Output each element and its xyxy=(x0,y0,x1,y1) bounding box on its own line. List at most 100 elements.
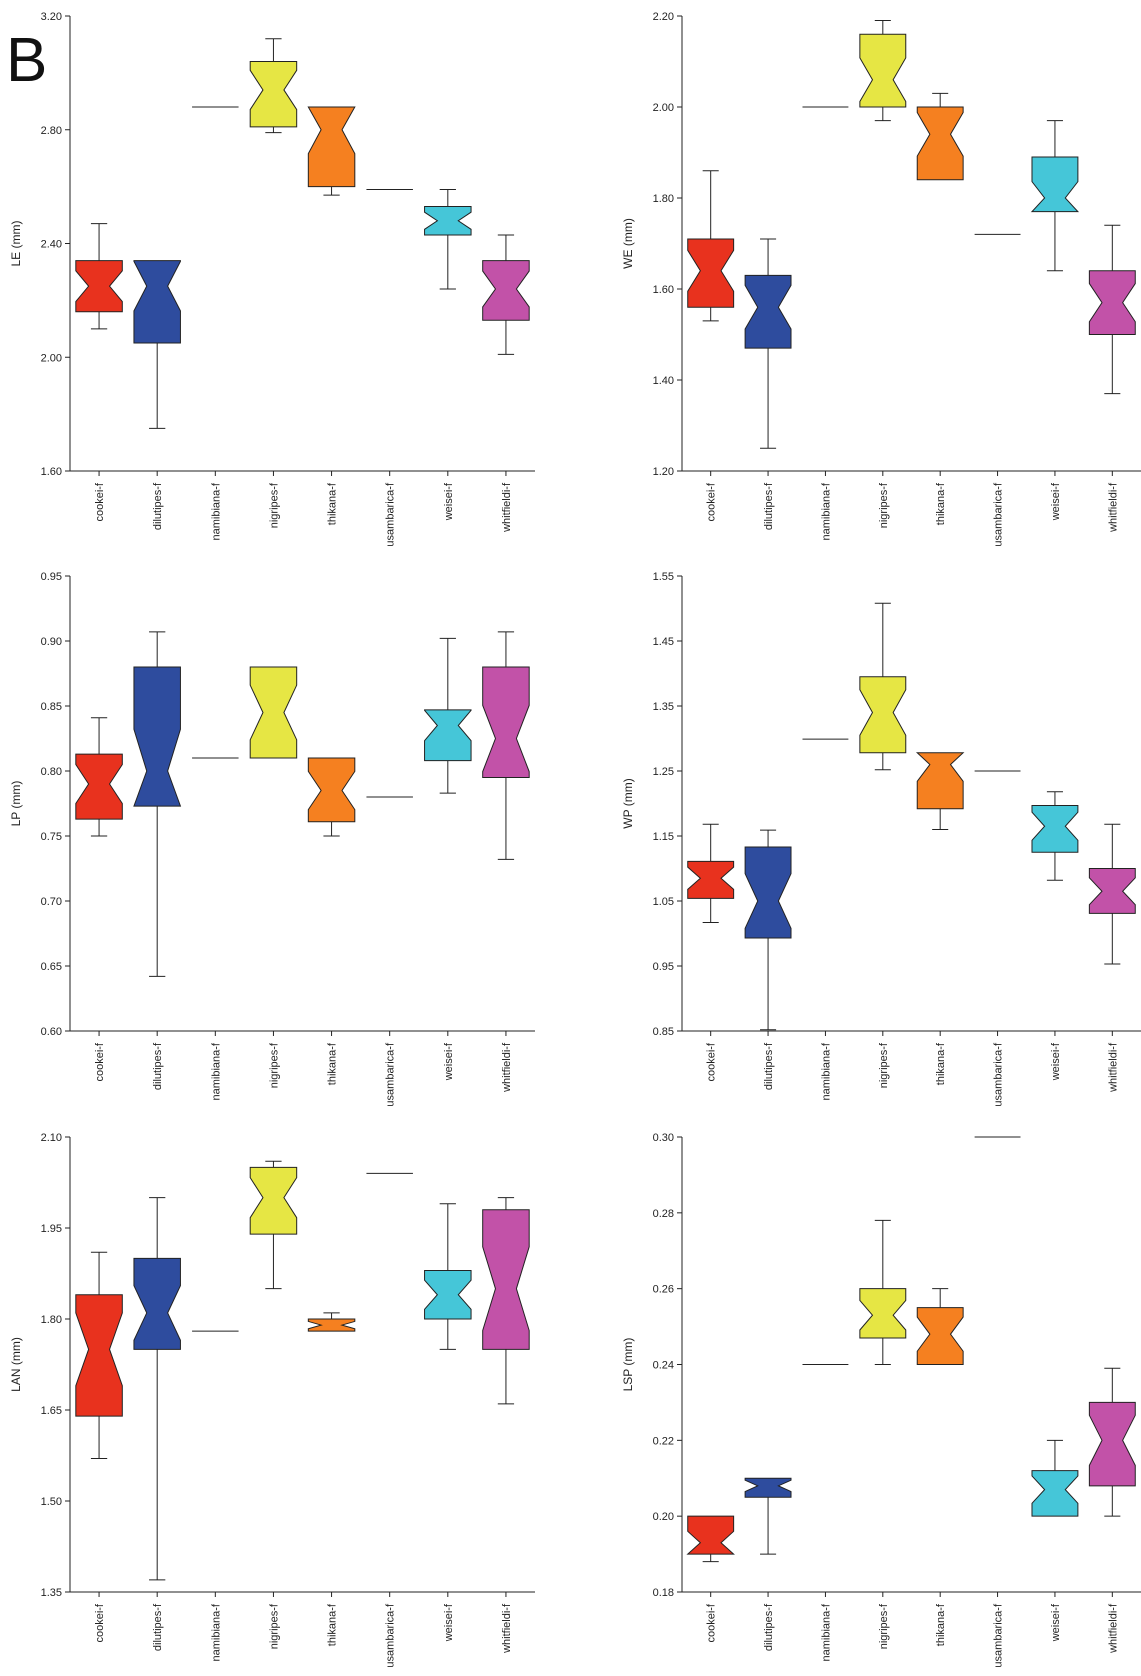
wp-x-tick-label: usambarica-f xyxy=(993,1042,1005,1107)
wp-x-tick-label: thikana-f xyxy=(935,1042,947,1085)
lp-x-tick-label: thikana-f xyxy=(327,1042,339,1085)
lp-box-cookei-f xyxy=(75,717,123,837)
lp-box-dilutipes-f xyxy=(133,631,182,977)
lan-x-tick-label: namibiana-f xyxy=(210,1603,222,1661)
wp-y-tick-label: 1.25 xyxy=(653,766,674,778)
le-x-tick-label: weisei-f xyxy=(443,482,455,521)
wp-x-tick-label: dilutipes-f xyxy=(763,1042,775,1090)
notched-box xyxy=(916,106,964,181)
we-y-tick-label: 1.20 xyxy=(653,466,674,478)
lan-box-thikana-f xyxy=(307,1312,356,1332)
lp-y-tick-label: 0.90 xyxy=(41,636,62,648)
we-box-nigripes-f xyxy=(859,20,907,122)
lp-x-tick-label: dilutipes-f xyxy=(152,1042,164,1090)
lp-x-tick-label: usambarica-f xyxy=(385,1042,397,1107)
le-box-thikana-f xyxy=(307,106,356,196)
wp-box-dilutipes-f xyxy=(744,829,792,1031)
le-x-tick-label: usambarica-f xyxy=(385,482,397,547)
lsp-x-tick-label: nigripes-f xyxy=(878,1603,890,1649)
lan-x-tick-label: thikana-f xyxy=(327,1603,339,1646)
notched-box xyxy=(482,666,530,778)
notched-box xyxy=(133,260,181,344)
notched-box xyxy=(424,206,472,236)
we-box-cookei-f xyxy=(687,170,735,322)
lan-y-tick-label: 2.10 xyxy=(41,1132,62,1144)
lan-x-tick-label: nigripes-f xyxy=(268,1603,280,1649)
lp-y-tick-label: 0.60 xyxy=(41,1026,62,1038)
lan-box-whitfieldi-f xyxy=(482,1197,530,1405)
wp-x-tick-label: weisei-f xyxy=(1050,1042,1062,1081)
lan-x-tick-label: weisei-f xyxy=(443,1603,455,1642)
lsp-y-tick-label: 0.28 xyxy=(653,1208,674,1220)
notched-box xyxy=(859,676,907,754)
wp-box-weisei-f xyxy=(1031,791,1079,881)
we-x-tick-label: dilutipes-f xyxy=(763,482,775,530)
lan-y-tick-label: 1.50 xyxy=(41,1496,62,1508)
notched-box xyxy=(1088,868,1136,914)
notched-box xyxy=(744,274,792,349)
wp-x-tick-label: nigripes-f xyxy=(878,1042,890,1088)
notched-box xyxy=(75,1294,123,1417)
le-box-dilutipes-f xyxy=(133,260,181,429)
notched-box xyxy=(249,1166,298,1235)
lp-box-weisei-f xyxy=(424,637,472,794)
le-x-tick-label: whitfieldi-f xyxy=(501,482,513,533)
we-y-tick-label: 1.80 xyxy=(653,193,674,205)
we-box-whitfieldi-f xyxy=(1088,224,1136,395)
lan-box-nigripes-f xyxy=(249,1160,298,1290)
lan-x-tick-label: usambarica-f xyxy=(385,1603,397,1668)
wp-box-thikana-f xyxy=(915,752,965,830)
lp-box-thikana-f xyxy=(307,757,356,837)
notched-box xyxy=(859,1288,907,1339)
lan-y-tick-label: 1.95 xyxy=(41,1223,62,1235)
lan-y-tick-label: 1.65 xyxy=(41,1405,62,1417)
lsp-y-tick-label: 0.18 xyxy=(653,1587,674,1599)
lsp-x-tick-label: namibiana-f xyxy=(820,1603,832,1661)
notched-box xyxy=(482,260,530,321)
le-y-axis-title: LE (mm) xyxy=(9,221,23,267)
lsp-x-tick-label: cookei-f xyxy=(706,1603,718,1642)
notched-box xyxy=(133,666,182,807)
le-box-nigripes-f xyxy=(249,38,298,134)
lsp-box-nigripes-f xyxy=(859,1219,907,1365)
notched-box xyxy=(133,1257,181,1350)
lan-x-tick-label: dilutipes-f xyxy=(152,1603,164,1651)
lsp-box-weisei-f xyxy=(1031,1439,1079,1517)
le-y-tick-label: 2.00 xyxy=(41,352,62,364)
lsp-x-tick-label: usambarica-f xyxy=(993,1603,1005,1668)
we-x-tick-label: cookei-f xyxy=(706,482,718,521)
wp-y-axis-title: WP (mm) xyxy=(621,778,635,828)
wp-box-nigripes-f xyxy=(859,602,907,771)
notched-box xyxy=(859,33,907,108)
lsp-x-tick-label: dilutipes-f xyxy=(763,1603,775,1651)
lan-box-cookei-f xyxy=(75,1251,123,1460)
we-y-axis-title: WE (mm) xyxy=(621,218,635,269)
lp-y-tick-label: 0.70 xyxy=(41,896,62,908)
lp-y-tick-label: 0.95 xyxy=(41,571,62,583)
we-box-weisei-f xyxy=(1030,120,1080,272)
wp-y-tick-label: 1.35 xyxy=(653,701,674,713)
le-x-tick-label: dilutipes-f xyxy=(152,482,164,530)
lp-x-tick-label: nigripes-f xyxy=(268,1042,280,1088)
lan-x-tick-label: cookei-f xyxy=(94,1603,106,1642)
notched-box xyxy=(75,260,123,313)
lp-x-tick-label: cookei-f xyxy=(94,1042,106,1081)
notched-box xyxy=(915,752,965,810)
le-y-tick-label: 3.20 xyxy=(41,11,62,23)
lsp-y-tick-label: 0.26 xyxy=(653,1284,674,1296)
lsp-y-tick-label: 0.24 xyxy=(653,1360,674,1372)
wp-y-tick-label: 1.05 xyxy=(653,896,674,908)
le-box-cookei-f xyxy=(75,223,123,330)
wp-box-cookei-f xyxy=(687,823,735,923)
lp-x-tick-label: whitfieldi-f xyxy=(501,1042,513,1093)
lp-box-nigripes-f xyxy=(249,666,298,759)
panel-label: B xyxy=(6,26,48,95)
notched-box xyxy=(75,753,123,820)
notched-box xyxy=(424,1269,472,1320)
lan-y-axis-title: LAN (mm) xyxy=(9,1337,23,1392)
we-x-tick-label: whitfieldi-f xyxy=(1107,482,1119,533)
le-x-tick-label: namibiana-f xyxy=(210,482,222,540)
lan-x-tick-label: whitfieldi-f xyxy=(501,1603,513,1654)
